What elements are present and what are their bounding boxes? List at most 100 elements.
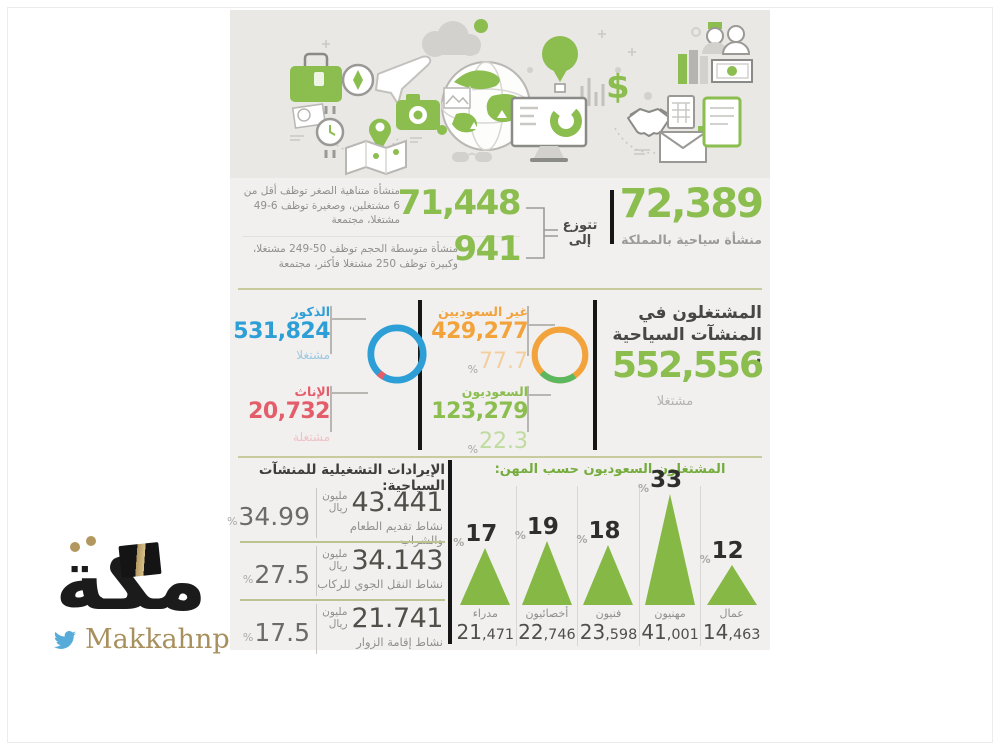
percent-sign: % — [226, 514, 238, 528]
infographic-poster: $ — [227, 10, 770, 654]
occupation-column: %18 فنيون 23,598 — [576, 486, 639, 646]
suitcase-icon — [290, 52, 342, 102]
medium-large-value: 941 — [453, 229, 522, 269]
occupation-count: 21,471 — [456, 620, 515, 644]
connector-line — [330, 318, 366, 320]
books-icon — [678, 50, 708, 84]
occupation-label: مدراء — [472, 607, 498, 620]
percent-sign: % — [514, 529, 526, 542]
triangle-bar — [583, 545, 634, 605]
calculator-icon — [667, 95, 695, 129]
occupation-percent-value: 17 — [465, 521, 498, 547]
photo-icon — [443, 87, 471, 109]
occupation-percent-value: 12 — [711, 538, 744, 564]
percent-sign: % — [699, 553, 711, 566]
micro-small-description: منشأة متناهية الصغر توظف أقل من 6 مشتغلي… — [243, 185, 400, 227]
revenue-amount: 34.143 مليون ريال — [317, 546, 443, 576]
occupations-triangle-chart: %17 مدراء 21,471 %19 أخصائيون 22,746 %18… — [453, 469, 762, 646]
twitter-handle: Makkahnp — [85, 624, 230, 655]
occupation-count: 23,598 — [579, 620, 638, 644]
nationality-donut-chart — [531, 326, 589, 384]
revenue-percent: % 34.99 — [227, 488, 316, 538]
revenue-detail: 43.441 مليون ريال نشاط تقديم الطعام والش… — [316, 488, 445, 547]
percent-sign: % — [242, 572, 254, 586]
triangle-bar — [645, 494, 696, 605]
occupation-percent: %33 — [630, 467, 691, 495]
non-saudi-percent: %77.7 — [426, 349, 528, 375]
percent-sign: % — [638, 482, 650, 495]
makkah-logo: مكة Makkahnp — [36, 532, 236, 655]
accent-bar — [593, 300, 597, 450]
bar-chart-icon — [580, 78, 605, 106]
females-unit: مشتغلة — [293, 430, 330, 444]
accent-bar — [448, 460, 452, 644]
connector-line — [330, 386, 332, 432]
medium-large-description: منشأة متوسطة الحجم توظف 50-249 مشتغلا، و… — [252, 243, 458, 270]
occupation-percent-value: 19 — [526, 514, 559, 540]
accent-bar — [610, 190, 614, 244]
revenue-unit: مليون ريال — [322, 547, 348, 572]
saudi-percent-value: 22.3 — [479, 429, 528, 454]
revenue-separator — [240, 541, 445, 543]
saudi-label: السعوديون — [461, 384, 528, 399]
triangle-bar — [706, 565, 757, 605]
decor-dots — [290, 27, 701, 155]
handshake-icon — [627, 108, 671, 137]
glasses-icon — [452, 152, 492, 162]
connector-line — [330, 392, 368, 394]
revenue-value: 34.143 — [351, 545, 444, 576]
monitor-chart-icon — [510, 96, 588, 162]
plane-icon — [375, 55, 432, 105]
percent-sign: % — [453, 536, 465, 549]
occupation-label: فنيون — [595, 607, 622, 620]
revenue-detail: 21.741 مليون ريال نشاط إقامة الزوار — [316, 604, 445, 654]
males-value: 531,824 — [233, 319, 330, 344]
logo-gold-dot — [86, 536, 96, 546]
occupation-label: مهنيون — [654, 607, 686, 620]
occupation-percent-value: 18 — [588, 518, 621, 544]
people-icon — [702, 22, 751, 55]
workers-total-value: 552,556 — [612, 345, 764, 386]
section-separator — [238, 456, 762, 458]
non-saudi-label: غير السعوديين — [438, 304, 528, 319]
occupation-percent-value: 33 — [650, 467, 683, 493]
connector-line — [330, 306, 332, 354]
occupation-label: أخصائيون — [525, 607, 569, 620]
ticket-icon — [291, 103, 327, 129]
accent-bar — [418, 300, 422, 450]
occupation-label: عمال — [719, 607, 744, 620]
workers-title-line1: المشتغلون في — [638, 303, 762, 323]
twitter-handle-row: Makkahnp — [52, 624, 230, 655]
revenue-unit: مليون ريال — [322, 489, 348, 514]
males-unit: مشتغلا — [296, 348, 330, 362]
occupation-column: %19 أخصائيون 22,746 — [515, 486, 578, 646]
balloon-icon — [542, 36, 578, 93]
revenue-activity: نشاط إقامة الزوار — [356, 634, 443, 649]
non-saudi-value: 429,277 — [431, 319, 528, 344]
non-saudi-percent-value: 77.7 — [479, 349, 528, 374]
occupation-percent: %19 — [507, 514, 568, 542]
percent-sign: % — [467, 443, 479, 456]
camera-icon — [396, 94, 440, 130]
occupation-percent: %18 — [568, 518, 629, 546]
connector-line — [527, 394, 551, 396]
revenue-percent: % 27.5 — [240, 546, 316, 596]
globe-icon — [441, 61, 531, 151]
triangle-bar — [460, 548, 511, 605]
revenue-activity: نشاط النقل الجوي للركاب — [317, 576, 443, 591]
revenue-percent: % 17.5 — [240, 604, 316, 654]
connector-line — [527, 306, 529, 356]
occupation-percent: %12 — [691, 538, 752, 566]
header-illustration: $ — [230, 10, 770, 178]
total-establishments-value: 72,389 — [619, 181, 764, 227]
connector-line — [527, 324, 555, 326]
revenues-title: الإيرادات التشغيلية للمنشآت السياحية: — [258, 462, 445, 494]
revenue-detail: 34.143 مليون ريال نشاط النقل الجوي للركا… — [316, 546, 445, 596]
saudi-value: 123,279 — [431, 399, 528, 424]
row-divider — [242, 236, 520, 237]
females-value: 20,732 — [248, 399, 330, 424]
saudi-percent: %22.3 — [426, 429, 528, 456]
occupation-count: 41,001 — [641, 620, 699, 644]
dollar-icon: $ — [606, 67, 630, 107]
revenue-percent-value: 17.5 — [254, 617, 310, 647]
